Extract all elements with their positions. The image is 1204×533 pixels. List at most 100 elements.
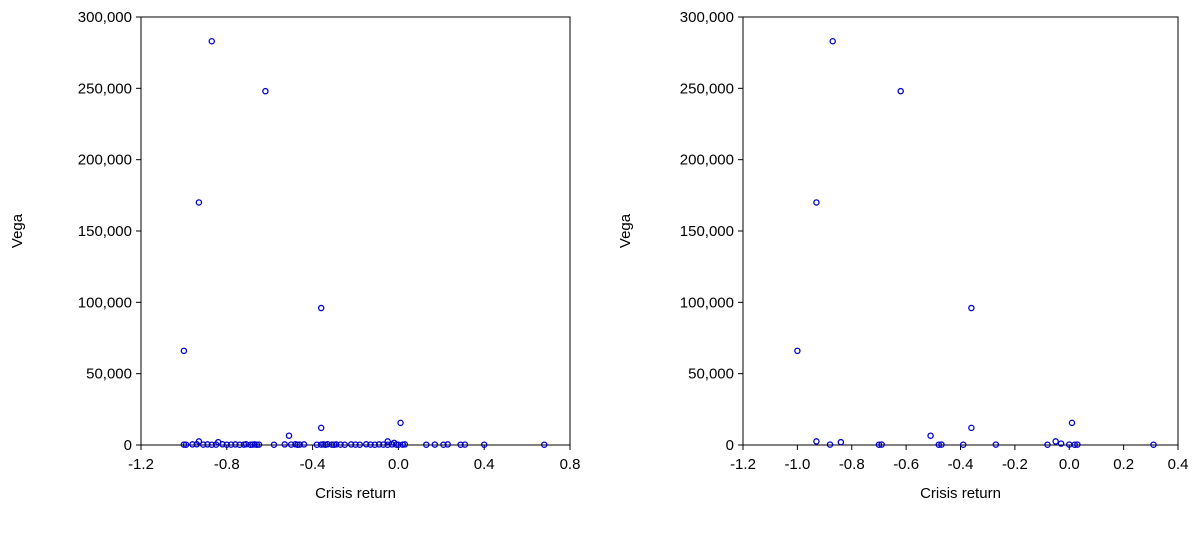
- x-tick-label: -0.2: [1002, 456, 1028, 473]
- x-tick-label: -1.0: [784, 456, 810, 473]
- data-point: [938, 441, 945, 448]
- x-tick-label: 0.4: [474, 456, 495, 473]
- data-point: [242, 441, 250, 448]
- data-point: [189, 441, 196, 448]
- data-point: [927, 432, 934, 439]
- x-tick-label: -0.8: [214, 456, 240, 473]
- data-point: [362, 441, 370, 448]
- data-point: [180, 347, 188, 355]
- y-axis-title: Vega: [9, 213, 26, 248]
- data-point: [1052, 438, 1059, 445]
- data-point: [935, 441, 943, 448]
- data-point: [212, 441, 220, 448]
- data-point: [388, 441, 396, 448]
- y-tick-label: 150,000: [680, 223, 734, 240]
- data-point: [384, 438, 391, 445]
- y-tick-label: 250,000: [78, 80, 132, 97]
- data-point: [324, 441, 331, 448]
- data-point: [397, 419, 404, 427]
- data-point: [193, 441, 201, 448]
- data-point: [347, 441, 355, 448]
- data-point: [380, 441, 387, 448]
- x-tick-label: -1.2: [730, 456, 756, 473]
- x-tick-label: 0.2: [1113, 456, 1134, 473]
- y-tick-label: 50,000: [688, 366, 734, 383]
- x-tick-label: -0.8: [839, 456, 865, 473]
- data-point: [480, 441, 488, 448]
- y-tick-label: 100,000: [680, 294, 734, 311]
- data-point: [367, 441, 374, 448]
- data-point: [1074, 441, 1081, 448]
- data-point: [457, 441, 464, 448]
- data-point: [829, 38, 836, 45]
- data-point: [968, 424, 975, 432]
- y-tick-label: 200,000: [680, 152, 734, 169]
- data-point: [1044, 441, 1051, 448]
- data-point: [285, 432, 293, 439]
- y-tick-label: 300,000: [78, 9, 132, 26]
- chart-panel-2: 0 50,000 100,000 150,000 200,000 250,000 300,0…: [617, 9, 1188, 502]
- y-tick-label: 200,000: [78, 152, 132, 169]
- data-point: [262, 87, 269, 95]
- x-tick-label: -0.4: [948, 456, 974, 473]
- data-point: [992, 441, 1000, 448]
- y-tick-label: 150,000: [78, 223, 132, 240]
- x-tick-label: 0.8: [560, 456, 581, 473]
- data-point: [1150, 441, 1157, 448]
- data-point: [431, 441, 439, 448]
- data-point: [352, 441, 359, 448]
- data-point: [317, 304, 325, 312]
- data-point: [317, 424, 325, 432]
- x-axis-title: Crisis return: [315, 485, 396, 502]
- data-point: [897, 87, 904, 95]
- data-point: [1071, 441, 1078, 448]
- data-point: [826, 441, 834, 448]
- data-point: [253, 441, 261, 448]
- data-point: [959, 441, 967, 448]
- data-point: [199, 441, 207, 448]
- data-point: [341, 441, 349, 448]
- data-point: [393, 441, 400, 448]
- y-tick-label: 100,000: [78, 294, 132, 311]
- data-point: [375, 441, 383, 448]
- data-point: [313, 441, 321, 448]
- data-point: [813, 199, 820, 206]
- data-point: [328, 441, 336, 448]
- plot-frame: [742, 16, 1179, 446]
- data-point: [195, 199, 203, 206]
- x-tick-label: 0.4: [1168, 456, 1189, 473]
- data-point: [208, 441, 216, 448]
- data-point: [180, 441, 188, 448]
- data-point: [813, 438, 820, 445]
- data-point: [219, 441, 226, 448]
- y-tick-label: 0: [726, 437, 734, 454]
- plot-frame: [140, 16, 571, 446]
- data-point: [875, 441, 883, 448]
- data-point: [878, 441, 885, 448]
- data-point: [423, 441, 430, 448]
- data-point: [371, 441, 379, 448]
- data-point: [356, 441, 364, 448]
- data-point: [384, 441, 391, 448]
- y-tick-label: 50,000: [86, 366, 132, 383]
- data-point: [294, 441, 301, 448]
- data-point: [337, 441, 344, 448]
- y-tick-label: 250,000: [680, 80, 734, 97]
- data-point: [461, 441, 469, 448]
- data-point: [281, 441, 288, 448]
- data-point: [296, 441, 303, 448]
- data-point: [182, 441, 190, 448]
- data-point: [399, 441, 406, 448]
- data-point: [794, 347, 801, 355]
- x-tick-label: -0.6: [893, 456, 919, 473]
- y-tick-label: 300,000: [680, 9, 734, 26]
- data-point: [255, 441, 263, 448]
- data-point: [968, 304, 975, 312]
- x-tick-label: 0.0: [388, 456, 409, 473]
- data-point: [541, 441, 548, 448]
- data-point: [236, 441, 243, 448]
- chart-panel-1: 0 50,000 100,000 150,000 200,000 250,000 300,0…: [9, 9, 580, 502]
- x-tick-label: -1.2: [128, 456, 154, 473]
- data-point: [837, 438, 845, 446]
